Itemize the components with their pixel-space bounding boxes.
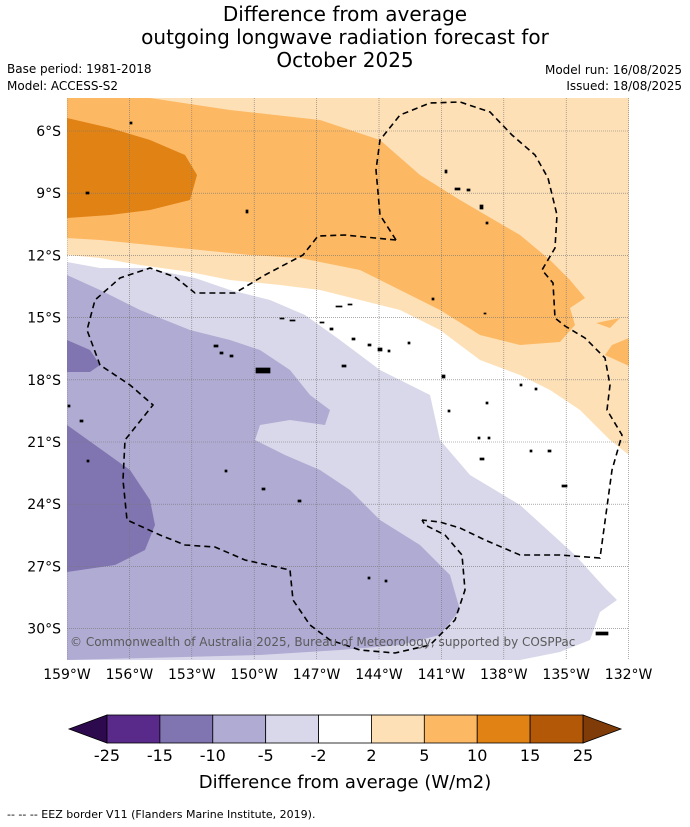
eez-legend-note: -- -- -- EEZ border V11 (Flanders Marine… (7, 808, 316, 821)
colorbar-segment (371, 714, 425, 744)
anomaly-region-p5-10 (605, 338, 629, 366)
colorbar-segment (529, 714, 584, 744)
anomaly-region-n15-10 (67, 340, 100, 372)
lat-tick-label: 6°S (36, 124, 61, 140)
latitude-labels: 6°S 9°S 12°S 15°S 18°S 21°S 24°S 27°S 30°S (27, 124, 61, 638)
anomaly-region-p5-10 (596, 318, 620, 328)
chart-title-line3: October 2025 (276, 48, 414, 72)
colorbar-segment (423, 714, 478, 744)
lat-tick-label: 18°S (27, 373, 61, 389)
lon-tick-label: 135°W (542, 667, 590, 683)
model-run: Model run: 16/08/2025 (544, 63, 682, 77)
anomaly-region-p5-10 (67, 98, 585, 345)
issued-date: Issued: 18/08/2025 (566, 79, 682, 93)
lon-tick-label: 156°W (106, 667, 154, 683)
colorbar-segment (159, 714, 214, 744)
colorbar-tick-label: 10 (467, 746, 487, 765)
lat-tick-label: 21°S (27, 435, 61, 451)
colorbar-tick-label: -10 (200, 746, 226, 765)
lon-tick-label: 144°W (355, 667, 403, 683)
chart-title-line1: Difference from average (222, 2, 468, 26)
lat-tick-label: 12°S (27, 248, 61, 264)
colorbar-extend-high (582, 714, 623, 744)
anomaly-map: © Commonwealth of Australia 2025, Bureau… (67, 98, 629, 660)
island-outlines (67, 121, 609, 636)
colorbar-segment (106, 714, 161, 744)
chart-title-line2: outgoing longwave radiation forecast for (141, 25, 549, 49)
lat-tick-label: 27°S (27, 559, 61, 575)
colorbar-tick-label: 25 (573, 746, 593, 765)
lon-tick-label: 153°W (168, 667, 216, 683)
colorbar-tick-label: 15 (520, 746, 540, 765)
colorbar-tick-label: -15 (147, 746, 173, 765)
copyright-notice: © Commonwealth of Australia 2025, Bureau… (70, 635, 575, 649)
map-grid (67, 98, 629, 660)
model-name: Model: ACCESS-S2 (7, 79, 119, 93)
colorbar-segment (265, 714, 319, 744)
lon-tick-label: 132°W (605, 667, 653, 683)
lat-tick-label: 9°S (36, 186, 61, 202)
colorbar-segment (476, 714, 531, 744)
colorbar-segment (212, 714, 267, 744)
lon-tick-label: 141°W (418, 667, 466, 683)
anomaly-region-n10-5 (67, 275, 460, 660)
lon-tick-label: 147°W (293, 667, 341, 683)
colorbar-tick-label: -5 (258, 746, 274, 765)
lat-tick-label: 15°S (27, 311, 61, 327)
lat-tick-label: 24°S (27, 497, 61, 513)
colorbar: -25 -15 -10 -5 -2 2 5 10 15 25 Difference from av… (67, 714, 623, 793)
colorbar-tick-label: -2 (311, 746, 327, 765)
lon-tick-label: 150°W (230, 667, 278, 683)
colorbar-tick-label: 5 (419, 746, 429, 765)
colorbar-tick-label: 2 (366, 746, 376, 765)
colorbar-tick-label: -25 (94, 746, 120, 765)
eez-border (86, 101, 623, 654)
base-period: Base period: 1981-2018 (7, 62, 152, 76)
lon-tick-label: 138°W (480, 667, 528, 683)
colorbar-label: Difference from average (W/m2) (199, 772, 491, 793)
colorbar-segment (318, 714, 372, 744)
lon-tick-label: 159°W (43, 667, 91, 683)
colorbar-extend-low (67, 714, 108, 744)
longitude-labels: 159°W 156°W 153°W 150°W 147°W 144°W 141°W 138°W… (43, 667, 652, 683)
lat-tick-label: 30°S (27, 622, 61, 638)
